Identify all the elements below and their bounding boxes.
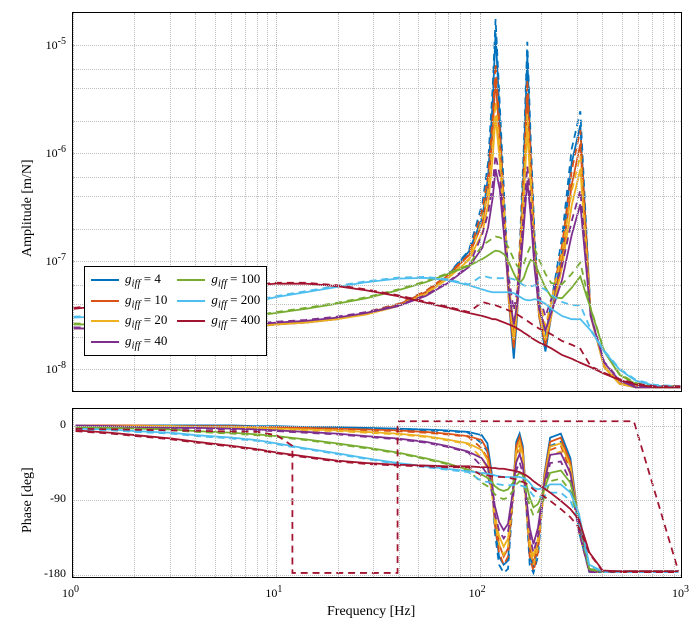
- freq-xtick: 103: [672, 584, 689, 601]
- amp-ytick: 10-6: [46, 144, 66, 161]
- amp-ytick: 10-5: [46, 36, 66, 53]
- legend-item: giff = 10: [91, 292, 167, 311]
- legend-item: giff = 400: [177, 312, 260, 331]
- amp-ytick: 10-8: [46, 360, 66, 377]
- phase-svg: [73, 409, 681, 577]
- phase-plot: [72, 408, 682, 578]
- legend-item: giff = 100: [177, 271, 260, 290]
- frequency-xlabel: Frequency [Hz]: [327, 604, 415, 620]
- legend-item: giff = 4: [91, 271, 167, 290]
- legend-label: giff = 10: [125, 292, 167, 311]
- legend-swatch: [91, 320, 119, 322]
- legend-box: giff = 4 giff = 10giff = 20 giff = 40 giff …: [84, 266, 267, 356]
- legend-label: giff = 400: [211, 312, 260, 331]
- legend-item: giff = 200: [177, 292, 260, 311]
- phase-ytick: 0: [60, 417, 66, 432]
- legend-label: giff = 4: [125, 271, 161, 290]
- legend-label: giff = 20: [125, 312, 167, 331]
- legend-swatch: [177, 320, 205, 322]
- freq-xtick: 102: [469, 584, 486, 601]
- freq-xtick: 101: [265, 584, 282, 601]
- legend-label: giff = 100: [211, 271, 260, 290]
- legend-swatch: [91, 341, 119, 343]
- amp-ytick: 10-7: [46, 252, 66, 269]
- legend-swatch: [91, 279, 119, 281]
- legend-swatch: [91, 300, 119, 302]
- phase-ytick: -180: [44, 566, 66, 581]
- legend-swatch: [177, 300, 205, 302]
- phase-ytick: -90: [50, 491, 66, 506]
- legend-label: giff = 40: [125, 333, 167, 352]
- amplitude-ylabel: Amplitude [m/N]: [20, 159, 36, 257]
- bode-plot-container: Amplitude [m/N] Phase [deg] Frequency [H…: [0, 0, 700, 621]
- legend-item: giff = 40: [91, 333, 167, 352]
- freq-xtick: 100: [62, 584, 79, 601]
- phase-ylabel: Phase [deg]: [20, 467, 36, 533]
- legend-swatch: [177, 279, 205, 281]
- legend-item: giff = 20: [91, 312, 167, 331]
- legend-label: giff = 200: [211, 292, 260, 311]
